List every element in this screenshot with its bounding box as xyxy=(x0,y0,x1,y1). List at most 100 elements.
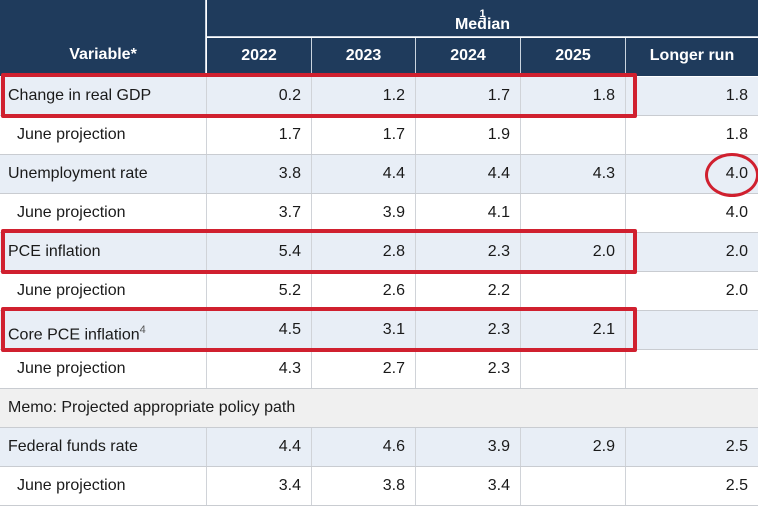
table-row: June projection 3.7 3.9 4.1 4.0 xyxy=(0,194,758,233)
value-cell: 2.0 xyxy=(725,282,748,299)
value-cell xyxy=(521,194,626,232)
value-cell: 5.4 xyxy=(207,233,312,271)
value-cell xyxy=(626,350,758,388)
value-cell: 4.4 xyxy=(416,155,521,193)
row-label-text: Change in real GDP xyxy=(8,87,152,104)
row-label-text: Federal funds rate xyxy=(8,438,138,455)
value-cell: 2.3 xyxy=(416,311,521,349)
value-cell: 4.1 xyxy=(416,194,521,232)
value-cell xyxy=(521,467,626,505)
value-cell: 3.1 xyxy=(312,311,416,349)
header-median-label: Median 1 xyxy=(207,8,758,33)
value-cell: 2.3 xyxy=(416,350,521,388)
value-cell: 1.9 xyxy=(416,116,521,154)
header-col-label: 2025 xyxy=(555,47,591,64)
header-col-1: 2023 xyxy=(312,38,416,76)
value-cell: 1.7 xyxy=(312,116,416,154)
value-cell: 2.3 xyxy=(416,233,521,271)
value-cell: 3.9 xyxy=(312,194,416,232)
row-label: PCE inflation xyxy=(0,233,207,271)
value-cell: 2.8 xyxy=(312,233,416,271)
row-label-footnote[interactable]: 4 xyxy=(139,324,146,336)
header-col-2: 2024 xyxy=(416,38,521,76)
value-cell: 2.0 xyxy=(521,233,626,271)
value-cell: 1.8 xyxy=(725,87,748,104)
value-cell: 2.5 xyxy=(725,438,748,455)
value-cell: 2.7 xyxy=(312,350,416,388)
value-cell: 3.4 xyxy=(416,467,521,505)
table-row: Federal funds rate 4.4 4.6 3.9 2.9 2.5 xyxy=(0,428,758,467)
header-col-label: 2024 xyxy=(450,47,486,64)
value-cell: 3.7 xyxy=(207,194,312,232)
table-row: June projection 1.7 1.7 1.9 1.8 xyxy=(0,116,758,155)
value-cell xyxy=(521,350,626,388)
table-row: June projection 3.4 3.8 3.4 2.5 xyxy=(0,467,758,506)
value-cell: 2.0 xyxy=(725,243,748,260)
header-median-text: Median xyxy=(454,16,511,33)
value-cell: 4.3 xyxy=(207,350,312,388)
table-row: Unemployment rate 3.8 4.4 4.4 4.3 4.0 xyxy=(0,155,758,194)
header-col-label: 2022 xyxy=(241,47,277,64)
memo-row: Memo: Projected appropriate policy path xyxy=(0,389,758,428)
row-label-text: Core PCE inflation xyxy=(8,326,140,344)
value-cell: 1.2 xyxy=(312,77,416,115)
header-median-group: Median 1 xyxy=(207,0,758,37)
value-cell: 1.8 xyxy=(521,77,626,115)
table-row: Core PCE inflation4 4.5 3.1 2.3 2.1 xyxy=(0,311,758,350)
value-cell: 1.7 xyxy=(416,77,521,115)
value-cell xyxy=(626,311,758,349)
header-col-label: Longer run xyxy=(649,47,735,64)
value-cell: 2.9 xyxy=(521,428,626,466)
header-col-label: 2023 xyxy=(345,47,382,64)
header-col-3: 2025 xyxy=(521,38,626,76)
row-label-text: June projection xyxy=(17,282,126,299)
highlight-box-0 xyxy=(1,73,637,118)
row-label: Core PCE inflation4 xyxy=(0,311,207,349)
value-cell: 3.4 xyxy=(207,467,312,505)
value-cell: 1.8 xyxy=(725,126,748,143)
row-label-text: June projection xyxy=(17,477,126,494)
header-median-footnote[interactable]: 1 xyxy=(479,8,486,20)
value-cell xyxy=(521,272,626,310)
table-row: June projection 4.3 2.7 2.3 xyxy=(0,350,758,389)
row-label-text: June projection xyxy=(17,126,126,143)
value-cell: 3.8 xyxy=(207,155,312,193)
row-label-text: June projection xyxy=(17,204,126,221)
value-cell: 5.2 xyxy=(207,272,312,310)
value-cell: 4.0 xyxy=(725,204,748,221)
header-variable-label: Variable* xyxy=(69,46,137,63)
row-label-text: June projection xyxy=(17,360,126,377)
row-label: June projection xyxy=(0,350,207,388)
memo-label: Memo: Projected appropriate policy path xyxy=(8,399,296,416)
value-cell: 2.6 xyxy=(312,272,416,310)
value-cell: 4.4 xyxy=(312,155,416,193)
value-cell: 4.3 xyxy=(521,155,626,193)
header-col-0: 2022 xyxy=(207,38,312,76)
highlight-box-2 xyxy=(1,307,637,352)
row-label: June projection xyxy=(0,194,207,232)
value-cell: 3.9 xyxy=(416,428,521,466)
value-cell: 4.4 xyxy=(207,428,312,466)
row-label: Unemployment rate xyxy=(0,155,207,193)
value-cell: 4.5 xyxy=(207,311,312,349)
row-label: June projection xyxy=(0,116,207,154)
row-label-text: Unemployment rate xyxy=(8,165,148,182)
highlight-circle xyxy=(705,152,758,197)
table-row: June projection 5.2 2.6 2.2 2.0 xyxy=(0,272,758,311)
row-label: June projection xyxy=(0,467,207,505)
highlight-box-1 xyxy=(1,229,637,274)
value-cell: 2.5 xyxy=(725,477,748,494)
header-col-4: Longer run xyxy=(626,38,758,76)
value-cell: 4.6 xyxy=(312,428,416,466)
row-label: Federal funds rate xyxy=(0,428,207,466)
table-row: Change in real GDP 0.2 1.2 1.7 1.8 1.8 xyxy=(0,77,758,116)
value-cell xyxy=(521,116,626,154)
value-cell: 0.2 xyxy=(207,77,312,115)
row-label-text: PCE inflation xyxy=(8,243,101,260)
value-cell: 2.1 xyxy=(521,311,626,349)
row-label: June projection xyxy=(0,272,207,310)
header-variable-cell: Variable* xyxy=(0,0,206,76)
value-cell: 3.8 xyxy=(312,467,416,505)
value-cell: 2.2 xyxy=(416,272,521,310)
